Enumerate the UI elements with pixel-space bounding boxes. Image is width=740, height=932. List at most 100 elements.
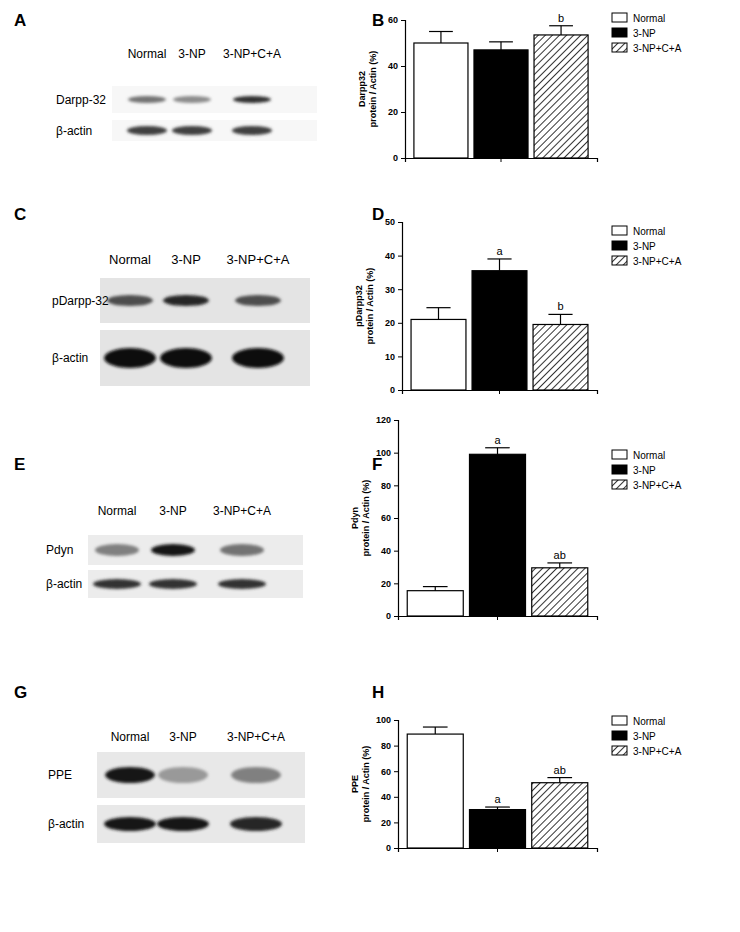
tick-label: 20	[381, 579, 391, 589]
blot-panel: GNormal3-NP3-NP+C+APPEβ-actin	[14, 683, 305, 843]
error-cap	[429, 31, 453, 32]
chart: Haab020406080100PPEprotein / Actin (%)No…	[350, 683, 682, 853]
tick-mark	[398, 222, 402, 223]
blot-panel: ENormal3-NP3-NP+C+APdynβ-actin	[14, 455, 303, 598]
legend-swatch	[612, 226, 627, 235]
tick-label: 30	[385, 285, 395, 295]
tick-label: 20	[385, 318, 395, 328]
error-cap	[423, 726, 448, 727]
tick-label: 100	[376, 448, 391, 458]
legend-swatch	[612, 731, 627, 740]
y-axis: 0204060	[388, 15, 406, 163]
blot-band	[231, 767, 281, 783]
bar	[407, 591, 463, 616]
tick-mark	[401, 158, 405, 159]
y-tick: 40	[388, 61, 405, 71]
error-cap	[547, 562, 572, 563]
error-cap	[423, 586, 448, 587]
figure: ANormal3-NP3-NP+C+ADarpp-32β-actin C Norma…	[0, 0, 740, 932]
tick-label: 80	[381, 741, 391, 751]
blot-panel: ANormal3-NP3-NP+C+ADarpp-32β-actin	[14, 11, 317, 141]
tick-mark	[398, 356, 402, 357]
tick-mark	[398, 323, 402, 324]
axis-title: protein / Actin (%)	[368, 51, 378, 128]
y-tick: 60	[381, 513, 398, 523]
y-tick: 10	[385, 352, 402, 362]
tick-mark	[394, 583, 398, 584]
legend-label: 3-NP	[633, 241, 656, 252]
tick-mark	[398, 390, 402, 391]
error-cap	[548, 314, 572, 315]
blot-band	[104, 817, 156, 831]
legend: Normal3-NP3-NP+C+A	[612, 716, 682, 757]
y-tick: 50	[385, 217, 402, 227]
legend-swatch	[612, 716, 627, 725]
blot-band	[232, 126, 272, 135]
legend-label: Normal	[633, 450, 665, 461]
annotation: a	[496, 245, 503, 257]
blot-background	[100, 330, 310, 386]
tick-mark	[499, 390, 500, 394]
error-cap	[485, 806, 510, 807]
blot-background	[88, 570, 303, 598]
lane-label: Normal	[109, 252, 151, 267]
error-cap	[489, 41, 513, 42]
y-tick: 40	[381, 792, 398, 802]
tick-label: 60	[381, 513, 391, 523]
tick-label: 0	[390, 385, 395, 395]
error-cap	[426, 307, 450, 308]
y-tick: 20	[388, 107, 405, 117]
legend-label: 3-NP+C+A	[633, 256, 682, 267]
y-tick: 80	[381, 481, 398, 491]
error-bar	[435, 727, 436, 734]
legend-label: Normal	[633, 716, 665, 727]
blot-band	[128, 96, 166, 103]
panel-label: C	[14, 205, 26, 224]
error-cap	[485, 447, 510, 448]
legend-label: Normal	[633, 226, 665, 237]
bar	[533, 324, 588, 390]
tick-mark	[394, 797, 398, 798]
axis-title: Pdyn	[350, 507, 360, 529]
tick-mark	[401, 112, 405, 113]
panel-label: B	[372, 11, 384, 30]
bar	[411, 319, 466, 390]
y-tick: 60	[381, 767, 398, 777]
tick-mark	[394, 485, 398, 486]
tick-mark	[497, 848, 498, 852]
error-bar	[560, 314, 561, 324]
tick-mark	[398, 289, 402, 290]
error-cap	[547, 777, 572, 778]
annotation: ab	[554, 549, 566, 561]
tick-mark	[394, 720, 398, 721]
error-bar	[435, 587, 436, 591]
legend: Normal3-NP3-NP+C+A	[612, 13, 682, 54]
tick-mark	[401, 66, 405, 67]
blot-band	[104, 348, 156, 368]
lane-label: Normal	[128, 47, 167, 61]
error-bar	[497, 448, 498, 455]
axis-line	[398, 223, 403, 391]
error-cap	[549, 25, 573, 26]
row-label: β-actin	[56, 124, 92, 138]
tick-mark	[401, 20, 405, 21]
blot-band	[158, 767, 208, 783]
tick-mark	[394, 848, 398, 849]
x-axis	[399, 848, 598, 852]
blot-band	[172, 126, 212, 135]
tick-label: 0	[386, 843, 391, 853]
blot-background	[97, 752, 305, 798]
tick-mark	[394, 822, 398, 823]
tick-label: 120	[376, 415, 391, 425]
blot-band	[235, 295, 281, 306]
blot-background	[112, 120, 317, 141]
tick-label: 40	[388, 61, 398, 71]
legend-swatch	[612, 256, 627, 265]
legend-swatch	[612, 450, 627, 459]
axis-line	[399, 617, 598, 621]
annotation: a	[494, 434, 501, 446]
tick-label: 20	[381, 818, 391, 828]
error-bar	[438, 308, 439, 320]
y-tick: 0	[386, 843, 398, 853]
tick-label: 60	[388, 15, 398, 25]
